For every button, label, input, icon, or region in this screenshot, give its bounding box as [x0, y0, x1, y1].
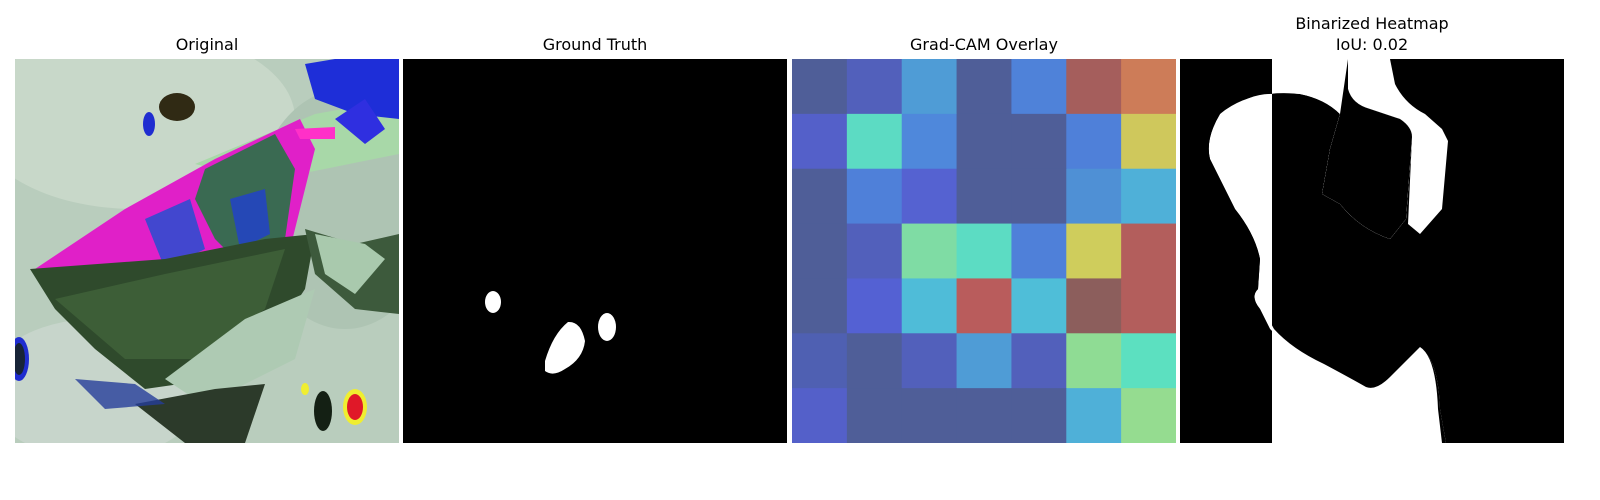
gradcam-cell [1121, 388, 1176, 443]
gradcam-cell [792, 168, 848, 225]
binarized-heatmap-image [1180, 59, 1564, 443]
gradcam-cell [1121, 168, 1176, 225]
gradcam-cell [956, 278, 1012, 334]
gradcam-cell [956, 59, 1012, 115]
gradcam-cell [1066, 223, 1122, 279]
gradcam-cell [846, 168, 903, 225]
gradcam-cell [956, 223, 1012, 279]
gradcam-cell [1066, 333, 1122, 389]
gradcam-cell [956, 333, 1012, 389]
gradcam-cell [901, 388, 958, 443]
gradcam-cell [1066, 59, 1122, 115]
gradcam-cell [1011, 168, 1067, 225]
gradcam-cell [792, 223, 848, 279]
gradcam-cell [792, 113, 848, 170]
gradcam-cell [792, 278, 848, 334]
gradcam-cell [901, 59, 958, 115]
gradcam-cell [1011, 278, 1067, 334]
gradcam-overlay-image [792, 59, 1176, 443]
gradcam-cell [901, 113, 958, 170]
gradcam-cell [846, 278, 903, 334]
original-image [15, 59, 399, 443]
panel-gradcam-overlay: Grad-CAM Overlay [792, 0, 1176, 500]
gradcam-cell [901, 278, 958, 334]
gradcam-cell [901, 223, 958, 279]
gradcam-cell [956, 113, 1012, 170]
gradcam-cell [1011, 388, 1067, 443]
gradcam-cell [1011, 113, 1067, 170]
gradcam-cell [846, 388, 903, 443]
gradcam-cell [1121, 113, 1176, 170]
gradcam-cell [956, 388, 1012, 443]
ground-truth-mask [403, 59, 787, 443]
gradcam-cell [792, 59, 848, 115]
gradcam-cell [1066, 278, 1122, 334]
gradcam-cell [846, 223, 903, 279]
gradcam-cell [792, 333, 848, 389]
gradcam-cell [1121, 333, 1176, 389]
gradcam-cell [1121, 59, 1176, 115]
gradcam-cell [1066, 388, 1122, 443]
gradcam-cell [1066, 113, 1122, 170]
panel-title: Ground Truth [542, 35, 648, 54]
gradcam-cell [1011, 59, 1067, 115]
gradcam-cell [792, 388, 848, 443]
gradcam-cell [901, 333, 958, 389]
gradcam-cell [846, 59, 903, 115]
gradcam-cell [901, 168, 958, 225]
gradcam-cell [846, 113, 903, 170]
gradcam-cell [1011, 333, 1067, 389]
gradcam-cell [1011, 223, 1067, 279]
panel-title: Original [175, 35, 239, 54]
panel-binarized-heatmap: Binarized Heatmap IoU: 0.02 [1180, 0, 1564, 500]
gradcam-cell [1121, 278, 1176, 334]
gradcam-cell [1066, 168, 1122, 225]
gradcam-cell [1121, 223, 1176, 279]
gradcam-cell [956, 168, 1012, 225]
panel-title: Binarized Heatmap [1295, 14, 1449, 33]
panel-subtitle: IoU: 0.02 [1335, 35, 1409, 54]
panel-title: Grad-CAM Overlay [910, 35, 1058, 54]
panel-ground-truth: Ground Truth [403, 0, 787, 500]
panel-original: Original [15, 0, 399, 500]
gradcam-cell [846, 333, 903, 389]
